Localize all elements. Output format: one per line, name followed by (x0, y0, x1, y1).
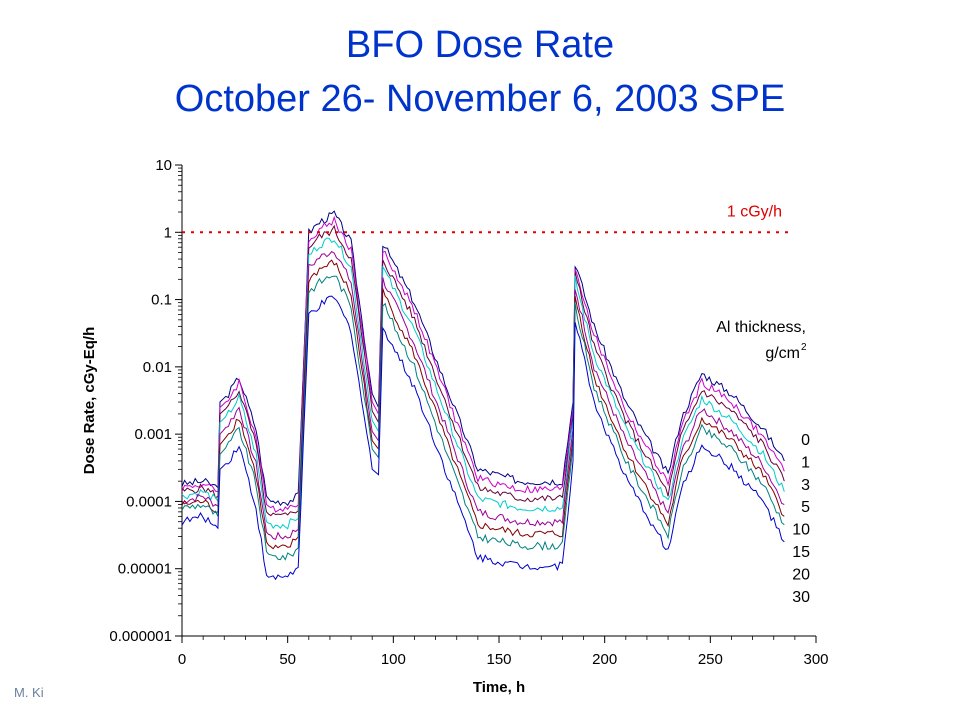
y-tick-label: 0.001 (134, 426, 172, 443)
legend-entry-3: 3 (801, 477, 810, 494)
x-tick-label: 50 (279, 651, 296, 668)
x-tick-label: 250 (698, 651, 723, 668)
x-tick-label: 200 (592, 651, 617, 668)
series-line-30 (181, 295, 785, 581)
x-tick-label: 150 (486, 651, 511, 668)
chart-title-line1: BFO Dose Rate (345, 24, 615, 66)
y-tick-label: 0.01 (143, 359, 172, 376)
y-tick-label: 10 (155, 157, 172, 174)
y-axis-label: Dose Rate, cGy-Eq/h (81, 327, 98, 475)
legend-entry-30: 30 (792, 589, 810, 606)
legend-entry-20: 20 (792, 566, 810, 583)
series-line-0 (181, 210, 785, 507)
series-line-1 (181, 215, 785, 513)
series-line-15 (181, 259, 785, 550)
y-tick-label: 0.0001 (126, 493, 172, 510)
legend-title-line1: Al thickness, (716, 319, 806, 336)
legend-entry-10: 10 (792, 522, 810, 539)
y-tick-label: 0.000001 (109, 628, 172, 645)
x-axis-label: Time, h (473, 679, 525, 696)
chart-title-line2: October 26- November 6, 2003 SPE (174, 78, 786, 120)
threshold-layer: 1 cGy/h (182, 203, 790, 234)
legend-entry-5: 5 (801, 499, 810, 516)
y-tick-label: 1 (164, 224, 172, 241)
legend-title-line2: g/cm (765, 345, 800, 362)
y-tick-label: 0.00001 (118, 561, 172, 578)
legend-entry-15: 15 (792, 544, 810, 561)
threshold-label: 1 cGy/h (727, 203, 782, 220)
x-tick-label: 0 (178, 651, 186, 668)
x-tick-label: 100 (381, 651, 406, 668)
legend-entry-0: 0 (801, 432, 810, 449)
legend-entry-1: 1 (801, 454, 810, 471)
legend-title-sup: 2 (801, 342, 807, 353)
x-tick-label: 300 (803, 651, 828, 668)
series-line-20 (181, 275, 785, 561)
series-line-3 (181, 224, 785, 517)
series-layer (181, 210, 785, 581)
y-tick-label: 0.1 (151, 292, 172, 309)
author-credit: M. Ki (14, 685, 44, 700)
series-line-5 (181, 237, 785, 530)
series-line-10 (181, 250, 785, 540)
